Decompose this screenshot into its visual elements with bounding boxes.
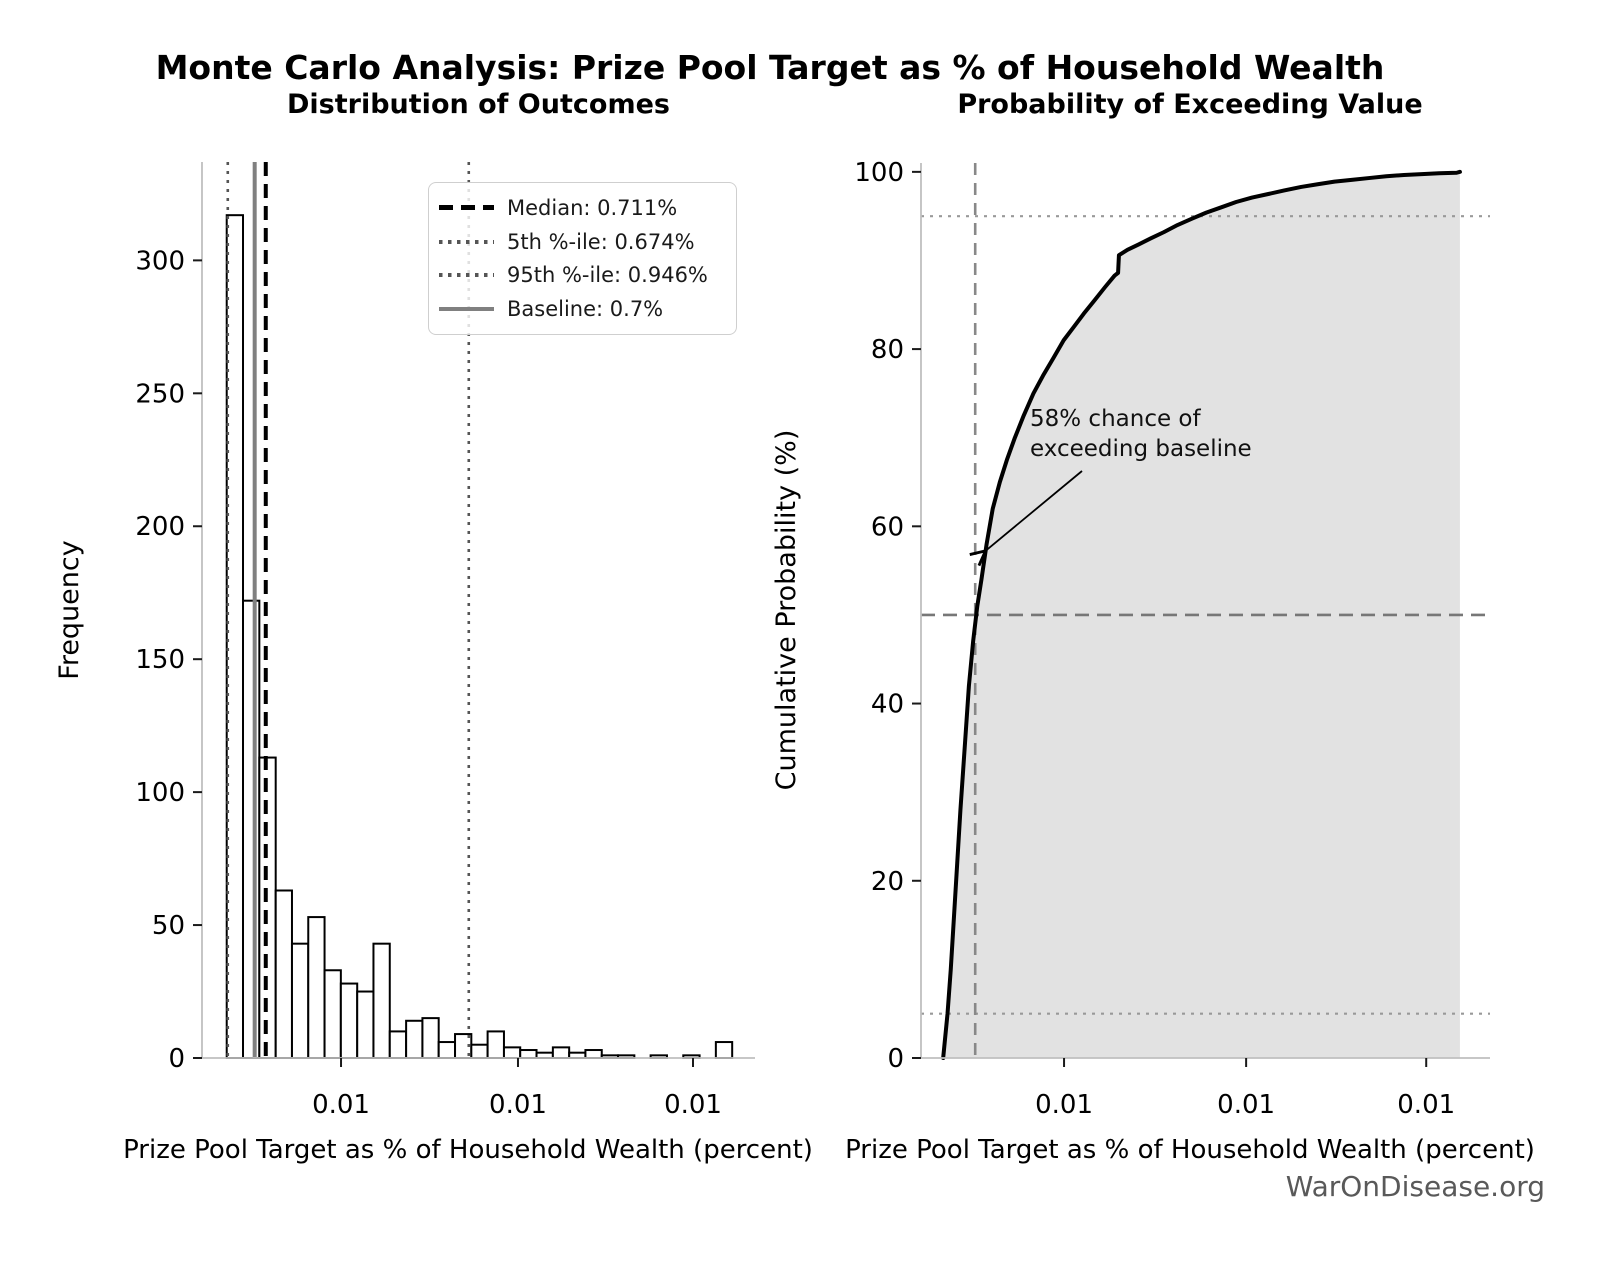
left-y-tick-label: 200 [135,512,185,542]
histogram-bar [437,1041,457,1060]
left-y-tick-label: 100 [135,778,185,808]
left-y-tick-label: 0 [168,1044,185,1074]
annotation-line-2: exceeding baseline [1030,436,1252,462]
left-y-tick-label: 250 [135,379,185,409]
histogram-bar [584,1049,603,1059]
right-chart-title: Probability of Exceeding Value [957,89,1423,120]
right-y-tick-label: 60 [871,512,904,542]
histogram-bar [486,1030,505,1060]
legend-item: Median: 0.711% [439,191,726,225]
histogram-bar [307,916,326,1059]
right-y-tick-label: 80 [871,335,904,365]
legend-item-label: Baseline: 0.7% [507,297,664,322]
legend-item: 95th %-ile: 0.946% [439,259,726,293]
legend-item-label: 5th %-ile: 0.674% [507,229,695,254]
right-x-tick-label: 0.01 [1397,1090,1455,1120]
histogram-bar [502,1046,522,1060]
annotation-line-1: 58% chance of [1030,406,1201,432]
right-y-tick-label: 0 [887,1044,904,1074]
histogram-bar [714,1041,734,1060]
right-x-tick-label: 0.01 [1035,1090,1093,1120]
histogram-bar [372,942,391,1059]
right-x-tick-label: 0.01 [1217,1090,1275,1120]
annotation-arrow [969,470,1083,567]
histogram-bar [242,599,261,1059]
histogram-bar [405,1019,424,1060]
histogram-bar [470,1043,489,1059]
right-x-axis-label: Prize Pool Target as % of Household Weal… [845,1135,1535,1165]
left-x-tick-label: 0.01 [664,1090,722,1120]
legend-item-label: 95th %-ile: 0.946% [507,263,708,288]
legend-dotted-line-sample [439,239,494,244]
histogram-bar [356,990,375,1059]
histogram-bar [519,1049,538,1059]
left-y-axis-label: Frequency [54,540,85,680]
left-x-axis-label: Prize Pool Target as % of Household Weal… [123,1135,813,1165]
watermark: WarOnDisease.org [1285,1170,1545,1203]
right-y-axis-label: Cumulative Probability (%) [771,429,802,791]
histogram-bar [274,889,293,1060]
left-x-tick-label: 0.01 [312,1090,370,1120]
left-y-tick-label: 150 [135,645,185,675]
left-chart-title: Distribution of Outcomes [287,89,670,120]
cdf-fill-area [943,171,1460,1058]
legend-solid-line-sample [439,307,494,312]
histogram-bar [388,1030,408,1060]
cdf-curve [941,169,1462,1060]
legend-item: 5th %-ile: 0.674% [439,225,726,259]
histogram-bar [323,969,342,1059]
right-y-tick-label: 100 [854,158,904,188]
histogram-bar [551,1046,571,1060]
legend-dashed-line-sample [439,205,494,211]
right-y-tick-label: 40 [871,690,904,720]
histogram-bar [225,214,245,1060]
legend-dotted-line-sample [439,273,494,278]
left-y-tick-label: 300 [135,246,185,276]
histogram-bar [290,942,310,1059]
main-title: Monte Carlo Analysis: Prize Pool Target … [155,48,1385,87]
histogram-bar [421,1017,440,1060]
legend-item-label: Median: 0.711% [507,195,678,220]
left-y-tick-label: 50 [152,911,185,941]
cdf-annotation: 58% chance of exceeding baseline [1030,404,1252,464]
left-x-tick-label: 0.01 [489,1090,547,1120]
histogram-bar [339,982,359,1059]
legend: Median: 0.711% 5th %-ile: 0.674% 95th %-il… [428,182,737,335]
legend-item: Baseline: 0.7% [439,292,726,326]
right-y-tick-label: 20 [871,867,904,897]
